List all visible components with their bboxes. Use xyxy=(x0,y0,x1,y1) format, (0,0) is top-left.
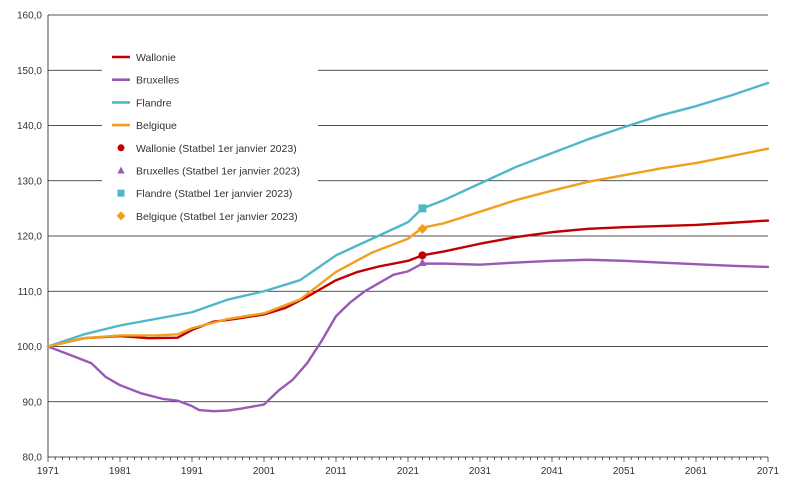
series-line-flandre xyxy=(46,81,770,348)
x-tick-label: 2051 xyxy=(613,466,636,477)
legend-label: Wallonie (Statbel 1er janvier 2023) xyxy=(136,143,297,155)
legend-label: Flandre (Statbel 1er janvier 2023) xyxy=(136,188,292,200)
x-tick-label: 2001 xyxy=(253,466,276,477)
y-tick-label: 160,0 xyxy=(17,11,42,22)
legend-background xyxy=(102,44,318,229)
series-line-belgique xyxy=(46,147,770,348)
y-tick-label: 80,0 xyxy=(23,453,43,464)
legend-label: Bruxelles (Statbel 1er janvier 2023) xyxy=(136,166,300,178)
x-tick-label: 2021 xyxy=(397,466,420,477)
x-tick-label: 2071 xyxy=(757,466,780,477)
legend-swatch-marker xyxy=(117,166,125,174)
x-tick-label: 1991 xyxy=(181,466,204,477)
statbel-marker-diamond xyxy=(417,223,428,234)
statbel-markers xyxy=(417,204,428,267)
y-tick-label: 90,0 xyxy=(23,397,43,408)
y-tick-label: 110,0 xyxy=(18,287,43,298)
legend-swatch-marker xyxy=(116,211,126,221)
x-tick-label: 2011 xyxy=(325,466,347,477)
x-tick-label: 2041 xyxy=(541,466,564,477)
legend-swatch-marker xyxy=(117,189,125,197)
legend-label: Bruxelles xyxy=(136,75,179,87)
legend-label: Flandre xyxy=(136,97,172,109)
legend-swatch-marker xyxy=(117,144,125,152)
series-line-bruxelles xyxy=(46,258,770,413)
x-tick-label: 2031 xyxy=(469,466,492,477)
legend-label: Belgique (Statbel 1er janvier 2023) xyxy=(136,211,298,223)
series-lines xyxy=(46,81,770,413)
axes: 80,0 90,0 100,0 110,0 120,0 130,0 140,0 150,0 16… xyxy=(17,11,780,478)
y-tick-label: 100,0 xyxy=(17,342,42,353)
x-tick-label: 1981 xyxy=(109,466,132,477)
y-tick-label: 120,0 xyxy=(17,232,42,243)
series-line-wallonie xyxy=(46,219,770,348)
statbel-marker-square xyxy=(418,204,427,213)
legend-label: Wallonie xyxy=(136,52,176,64)
legend: Wallonie Bruxelles Flandre Belgique Wallonie… xyxy=(102,44,318,229)
y-tick-label: 130,0 xyxy=(17,176,42,187)
legend-label: Belgique xyxy=(136,120,177,132)
y-tick-label: 150,0 xyxy=(17,66,42,77)
y-tick-label: 140,0 xyxy=(17,121,42,132)
statbel-marker-triangle xyxy=(418,258,427,267)
x-tick-label: 1971 xyxy=(37,466,60,477)
x-tick-label: 2061 xyxy=(685,466,708,477)
statbel-marker-circle xyxy=(418,251,427,260)
